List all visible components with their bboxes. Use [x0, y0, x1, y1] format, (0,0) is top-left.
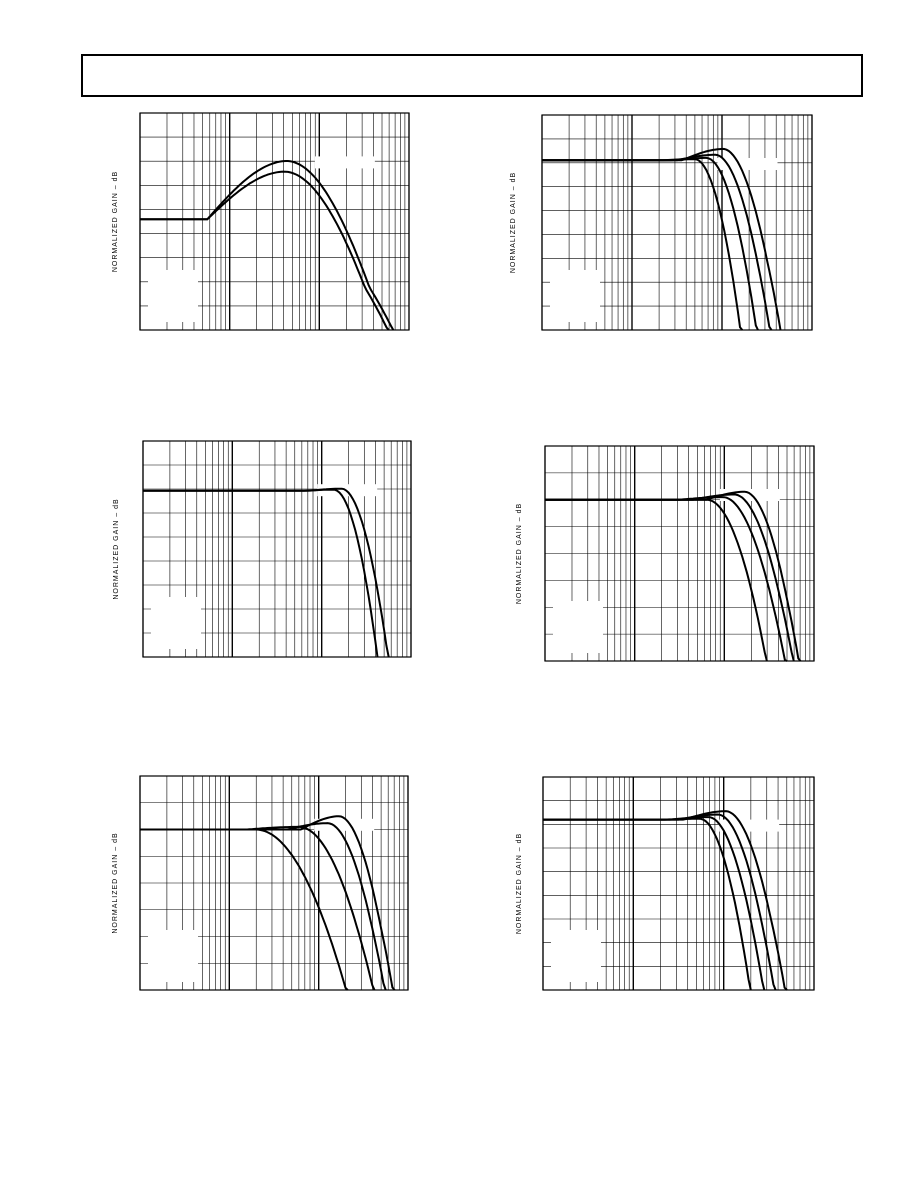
plot-frame — [542, 776, 815, 991]
curve — [143, 487, 390, 658]
y-axis-label: NORMALIZED GAIN – dB — [516, 503, 523, 604]
label-mask — [151, 597, 201, 649]
chart: NORMALIZED GAIN – dB — [112, 775, 409, 991]
y-axis-label: NORMALIZED GAIN – dB — [516, 833, 523, 934]
curve — [543, 810, 788, 991]
curve — [140, 815, 396, 991]
plot-frame — [142, 440, 412, 658]
chart: NORMALIZED GAIN – dB — [112, 112, 410, 331]
curve — [545, 490, 802, 662]
curve — [542, 147, 782, 331]
label-mask — [717, 158, 778, 170]
label-mask — [148, 930, 198, 982]
label-mask — [550, 270, 600, 322]
y-axis-label: NORMALIZED GAIN – dB — [112, 171, 119, 272]
chart: NORMALIZED GAIN – dB — [113, 440, 412, 658]
label-mask — [551, 930, 601, 982]
y-axis-label: NORMALIZED GAIN – dB — [112, 832, 119, 933]
y-axis-label: NORMALIZED GAIN – dB — [510, 172, 517, 273]
curve — [140, 170, 390, 331]
plot-frame — [139, 775, 409, 991]
header-box — [81, 54, 863, 97]
label-mask — [553, 601, 603, 653]
plot-frame — [541, 114, 813, 331]
y-axis-label: NORMALIZED GAIN – dB — [113, 498, 120, 599]
label-mask — [314, 156, 375, 169]
plot-frame — [139, 112, 410, 331]
chart: NORMALIZED GAIN – dB — [510, 114, 813, 331]
label-mask — [314, 818, 375, 831]
plot-frame — [544, 445, 815, 662]
chart: NORMALIZED GAIN – dB — [516, 445, 815, 662]
label-mask — [148, 270, 198, 322]
chart: NORMALIZED GAIN – dB — [516, 776, 815, 991]
